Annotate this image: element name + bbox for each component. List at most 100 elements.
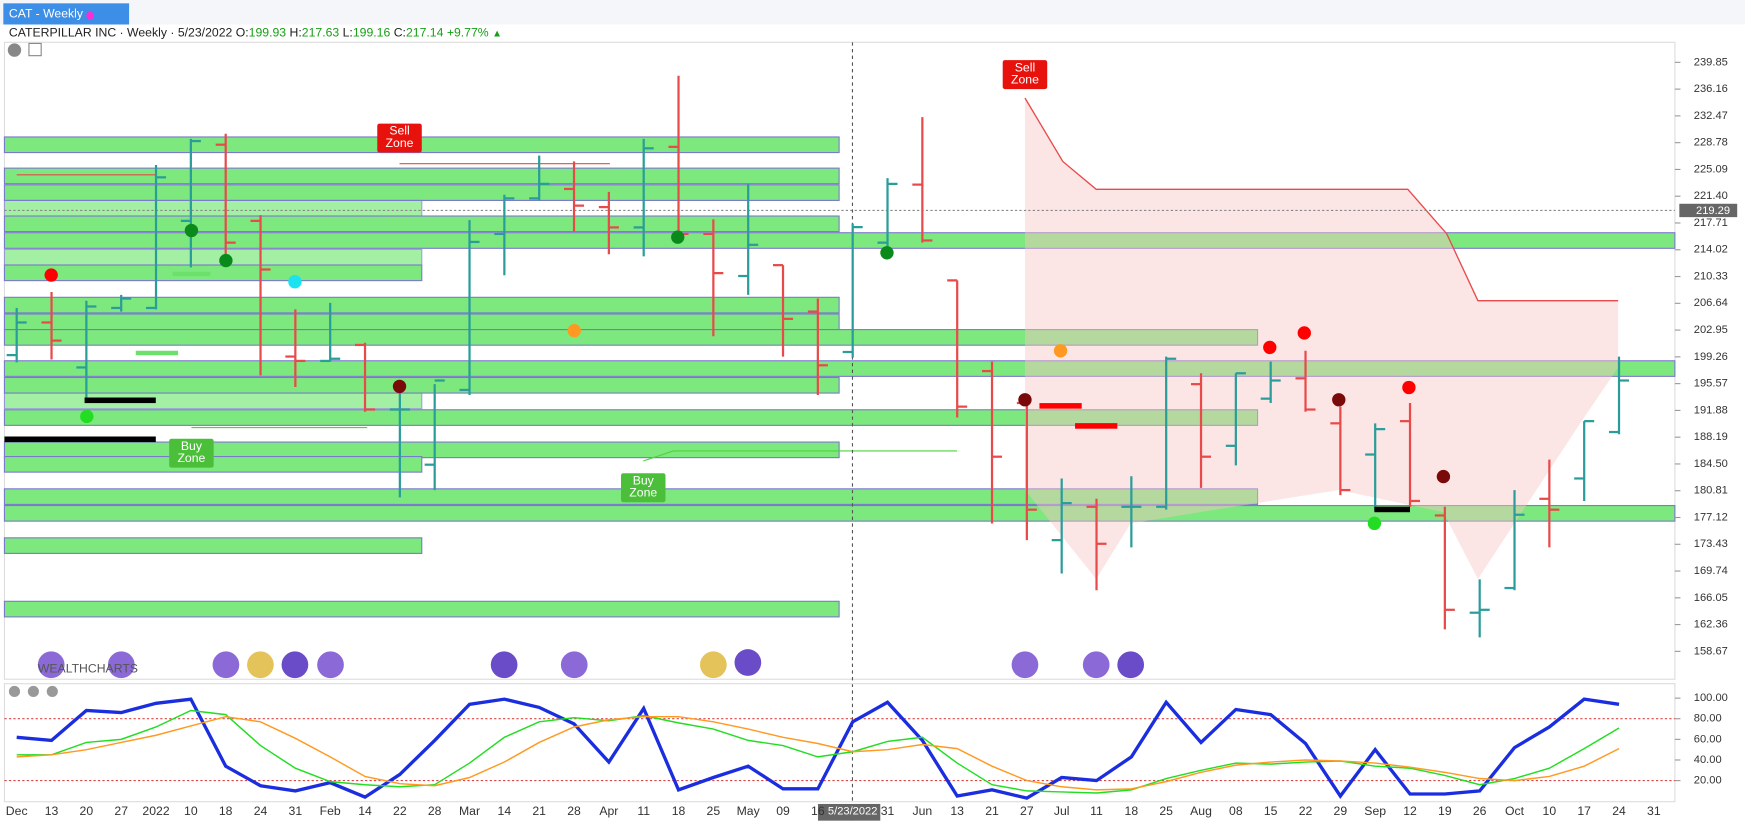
x-tick-label: 15 <box>1264 804 1278 818</box>
zone <box>3 199 423 217</box>
symbol-name: CATERPILLAR INC <box>8 26 117 41</box>
x-tick-label: 26 <box>1473 804 1487 818</box>
tab-bar <box>0 0 1745 25</box>
signal-dot <box>671 230 685 244</box>
y-tick-label: 232.47 <box>1694 110 1728 122</box>
open: 199.93 <box>248 26 287 41</box>
x-tick-label: 22 <box>393 804 407 818</box>
x-tick-label: 13 <box>950 804 964 818</box>
event-icon[interactable] <box>317 651 344 679</box>
zone <box>3 392 423 410</box>
signal-dot <box>80 409 94 424</box>
zone <box>3 248 423 266</box>
y-tick-label: 60.00 <box>1694 733 1722 745</box>
event-icons <box>37 649 1145 679</box>
signal-dot <box>1402 380 1416 395</box>
x-tick-label: 2022 <box>142 804 169 818</box>
signal-dot <box>1263 340 1277 355</box>
pane-button[interactable] <box>46 685 58 698</box>
event-icon[interactable] <box>107 651 135 679</box>
y-tick-label: 236.16 <box>1694 83 1728 95</box>
x-tick-label: 22 <box>1299 804 1313 818</box>
y-tick-label: 199.26 <box>1694 351 1728 363</box>
event-icon[interactable] <box>490 651 518 679</box>
event-icon[interactable] <box>1117 651 1145 679</box>
last-price-box <box>1679 203 1738 218</box>
pane-button[interactable] <box>7 43 22 57</box>
y-tick-label: 214.02 <box>1694 244 1728 256</box>
zone <box>3 167 840 185</box>
event-icon[interactable] <box>1082 651 1110 679</box>
x-tick-label: 10 <box>184 804 198 818</box>
event-icon[interactable] <box>734 649 762 676</box>
signal-dot <box>1332 393 1346 407</box>
pane-button[interactable] <box>8 685 21 698</box>
x-tick-label: 10 <box>1543 804 1557 818</box>
zone <box>3 329 1259 346</box>
y-tick-label: 195.57 <box>1694 378 1728 390</box>
event-icon[interactable] <box>560 651 588 679</box>
event-icon[interactable] <box>37 651 65 679</box>
signal-dot <box>1297 326 1311 340</box>
x-tick-label: 16 <box>811 804 825 818</box>
y-tick-label: 221.40 <box>1694 190 1728 202</box>
signal-dot <box>44 268 58 282</box>
x-tick-label: 11 <box>1090 804 1103 818</box>
signal-bar <box>4 436 156 443</box>
event-icon[interactable] <box>1011 651 1039 679</box>
event-icon[interactable] <box>281 651 309 679</box>
y-tick-label: 239.85 <box>1694 56 1728 68</box>
zone <box>3 504 1676 522</box>
pane-button[interactable] <box>27 685 39 698</box>
zone <box>3 409 1259 426</box>
signal-dots <box>4 223 1451 531</box>
signal-dot <box>1436 469 1451 484</box>
zone <box>3 232 1676 249</box>
y-tick-label: 177.12 <box>1694 511 1728 523</box>
pane-button[interactable] <box>28 42 42 57</box>
signal-dot <box>1367 516 1382 531</box>
change: +9.77% <box>446 26 489 41</box>
o-label: O: <box>235 26 249 41</box>
l-label: L: <box>342 26 353 41</box>
zone <box>3 184 840 201</box>
event-icon[interactable] <box>700 651 727 679</box>
oscillator-pane <box>3 683 1676 803</box>
y-tick-label: 162.36 <box>1694 619 1728 631</box>
x-tick-label: 31 <box>881 804 895 818</box>
x-tick-label: 09 <box>776 804 790 818</box>
signal-bar <box>1374 506 1411 513</box>
y-tick-label: 158.67 <box>1694 645 1728 657</box>
up-arrow: ▲ <box>492 27 503 39</box>
x-tick-label: Oct <box>1505 804 1525 818</box>
sell-area <box>1024 97 1619 580</box>
oscillator <box>4 697 1675 800</box>
signal-dot <box>392 379 407 394</box>
event-icon[interactable] <box>247 651 274 679</box>
zone <box>3 360 1676 377</box>
x-tick-label: 18 <box>672 804 686 818</box>
y-tick-label: 184.50 <box>1694 458 1728 470</box>
oscillator-line <box>16 715 1620 791</box>
oscillator-line <box>16 709 1620 794</box>
x-tick-label: Dec <box>6 804 28 818</box>
x-tick-label: 14 <box>498 804 512 818</box>
tab[interactable] <box>3 3 130 25</box>
bars <box>6 75 1630 638</box>
high: 217.63 <box>301 26 340 41</box>
x-tick-label: 14 <box>358 804 372 818</box>
y-tick-label: 217.71 <box>1694 217 1728 229</box>
y-tick-label: 20.00 <box>1694 775 1722 787</box>
x-tick-label: 5/23/2022 <box>828 806 877 818</box>
signal-bar <box>1075 423 1118 429</box>
tab-title[interactable]: CAT - Weekly <box>9 7 84 21</box>
x-tick-label: 31 <box>289 804 303 818</box>
y-tick-label: 173.43 <box>1694 538 1728 550</box>
x-tick-label: 19 <box>1438 804 1452 818</box>
y-tick-label: 188.19 <box>1694 431 1728 443</box>
zones <box>3 136 1676 618</box>
event-icon[interactable] <box>212 651 240 679</box>
y-tick-label: 169.74 <box>1694 565 1728 577</box>
